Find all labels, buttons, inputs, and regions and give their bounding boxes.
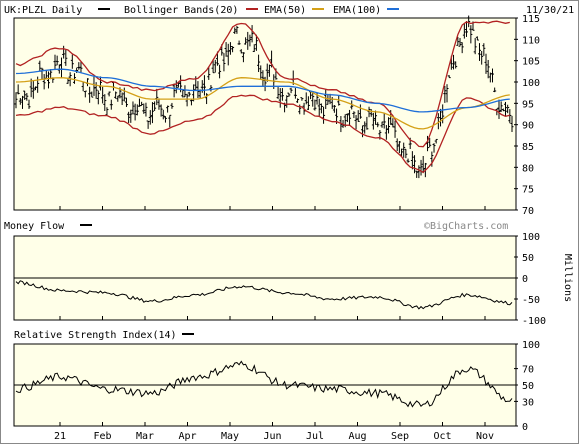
price-legend-swatch <box>98 8 110 10</box>
price-tick-label: 80 <box>522 163 534 174</box>
x-axis-labels: 21 Feb Mar Apr May Jun Jul Aug Sep Oct Nov <box>54 206 494 442</box>
ema100-line <box>15 68 510 113</box>
symbol-label: UK:PLZL Daily <box>4 5 82 16</box>
x-tick-label: Jul <box>306 431 324 442</box>
money-flow-tick-label: -50 <box>522 295 540 306</box>
money-flow-legend-swatch <box>80 224 92 226</box>
ema50-line <box>15 77 510 130</box>
price-tick-label: 115 <box>522 14 540 25</box>
x-tick-label: Feb <box>93 431 111 442</box>
x-tick-label: 21 <box>54 431 66 442</box>
rsi-line <box>15 360 513 408</box>
x-tick-label: Apr <box>178 431 196 442</box>
price-tick-label: 95 <box>522 99 534 110</box>
x-tick-label: Nov <box>476 431 494 442</box>
money-flow-tick-label: -100 <box>522 316 546 327</box>
x-tick-label: Jun <box>263 431 281 442</box>
x-tick-label: Oct <box>433 431 451 442</box>
legend-bollinger-label: Bollinger Bands(20) <box>124 5 238 16</box>
legend-ema50-label: EMA(50) <box>264 5 306 16</box>
money-flow-line <box>15 280 513 310</box>
price-tick-label: 105 <box>522 57 540 68</box>
rsi-tick-label: 30 <box>522 397 534 408</box>
money-flow-tick-label: 50 <box>522 253 534 264</box>
money-flow-tick-label: 0 <box>522 274 528 285</box>
rsi-legend-swatch <box>182 333 194 335</box>
money-flow-unit-label: Millions <box>562 254 573 302</box>
x-tick-label: Mar <box>136 431 154 442</box>
price-tick-label: 90 <box>522 121 534 132</box>
price-tick-label: 100 <box>522 78 540 89</box>
legend-ema100-swatch <box>387 8 399 10</box>
price-tick-label: 70 <box>522 206 534 217</box>
legend-ema50-swatch <box>312 8 324 10</box>
bollinger-upper-line <box>15 20 510 148</box>
price-tick-label: 85 <box>522 142 534 153</box>
rsi-axis: 100 70 50 30 0 <box>514 340 540 433</box>
rsi-tick-label: 70 <box>522 365 534 376</box>
watermark: ©BigCharts.com <box>424 221 508 232</box>
chart-date: 11/30/21 <box>526 5 574 16</box>
price-panel <box>13 17 517 211</box>
rsi-title: Relative Strength Index(14) <box>14 330 177 341</box>
money-flow-title: Money Flow <box>4 221 65 232</box>
x-tick-label: Aug <box>348 431 366 442</box>
price-tick-label: 75 <box>522 185 534 196</box>
x-tick-label: Sep <box>391 431 409 442</box>
money-flow-tick-label: 100 <box>522 232 540 243</box>
rsi-tick-label: 100 <box>522 340 540 351</box>
money-flow-axis: 100 50 0 -50 -100 <box>514 232 546 327</box>
price-axis: 70 75 80 85 90 95 100 105 110 115 <box>514 14 540 217</box>
x-tick-label: May <box>221 431 239 442</box>
price-tick-label: 110 <box>522 35 540 46</box>
legend-bollinger-swatch <box>246 8 258 10</box>
rsi-tick-label: 0 <box>522 422 528 433</box>
bollinger-lower-line <box>15 94 510 174</box>
rsi-tick-label: 50 <box>522 381 534 392</box>
legend-ema100-label: EMA(100) <box>333 5 381 16</box>
